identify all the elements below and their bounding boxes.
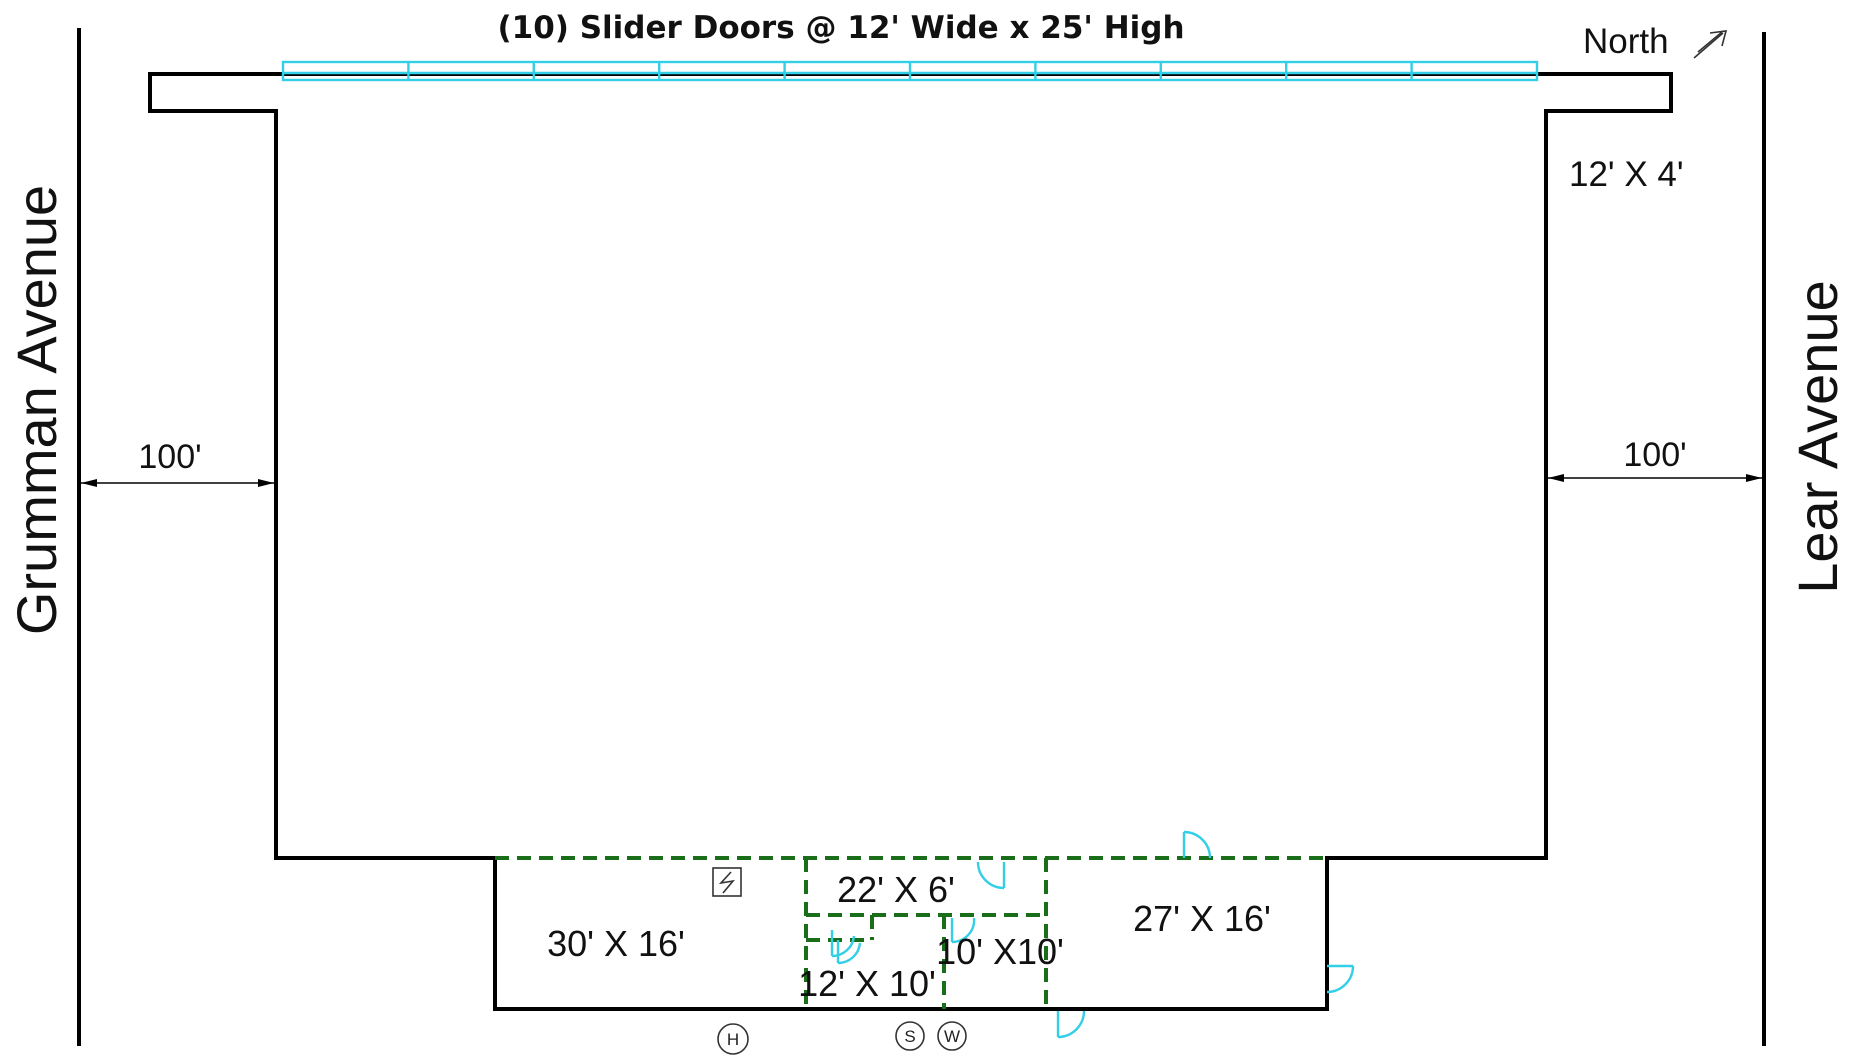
water-icon: W xyxy=(937,1021,967,1051)
door-swing xyxy=(836,940,862,965)
room-label-office-left: 30' X 16' xyxy=(547,923,685,964)
north-arrow-icon xyxy=(1693,30,1728,59)
sewer-label: S xyxy=(904,1027,915,1046)
hydrant-label: H xyxy=(727,1030,739,1049)
door-swing xyxy=(950,917,976,944)
north-label: North xyxy=(1583,22,1669,61)
door-swing xyxy=(1326,964,1355,994)
setback-left-label: 100' xyxy=(138,438,201,476)
setback-left-dimension: 100' xyxy=(81,438,274,487)
hangar-outline-right xyxy=(1325,109,1548,860)
setback-right-label: 100' xyxy=(1623,436,1686,474)
room-label-office-right: 27' X 16' xyxy=(1133,898,1271,939)
slider-doors xyxy=(281,60,1539,82)
street-label-right: Lear Avenue xyxy=(1786,280,1849,593)
partition-walls xyxy=(495,856,1327,1009)
annex-outline xyxy=(493,856,1329,1011)
hangar-outline xyxy=(274,109,497,860)
room-label-small-left: 12' X 10' xyxy=(798,963,936,1004)
door-swing xyxy=(976,861,1006,890)
door-swing xyxy=(1182,830,1212,859)
setback-right-dimension: 100' xyxy=(1548,436,1762,482)
electrical-panel-icon xyxy=(712,867,742,897)
water-label: W xyxy=(944,1027,960,1046)
hydrant-icon: H xyxy=(717,1023,749,1055)
door-swing xyxy=(1056,1010,1086,1039)
slider-doors-title: (10) Slider Doors @ 12' Wide x 25' High xyxy=(497,10,1184,46)
room-label-small-right: 10' X10' xyxy=(936,931,1064,972)
canopy-size-label: 12' X 4' xyxy=(1569,155,1684,194)
street-label-left: Grumman Avenue xyxy=(5,185,68,635)
sewer-icon: S xyxy=(895,1021,925,1051)
door-swing xyxy=(830,930,856,958)
room-label-corridor: 22' X 6' xyxy=(837,869,955,910)
door-swings xyxy=(830,830,1355,1039)
